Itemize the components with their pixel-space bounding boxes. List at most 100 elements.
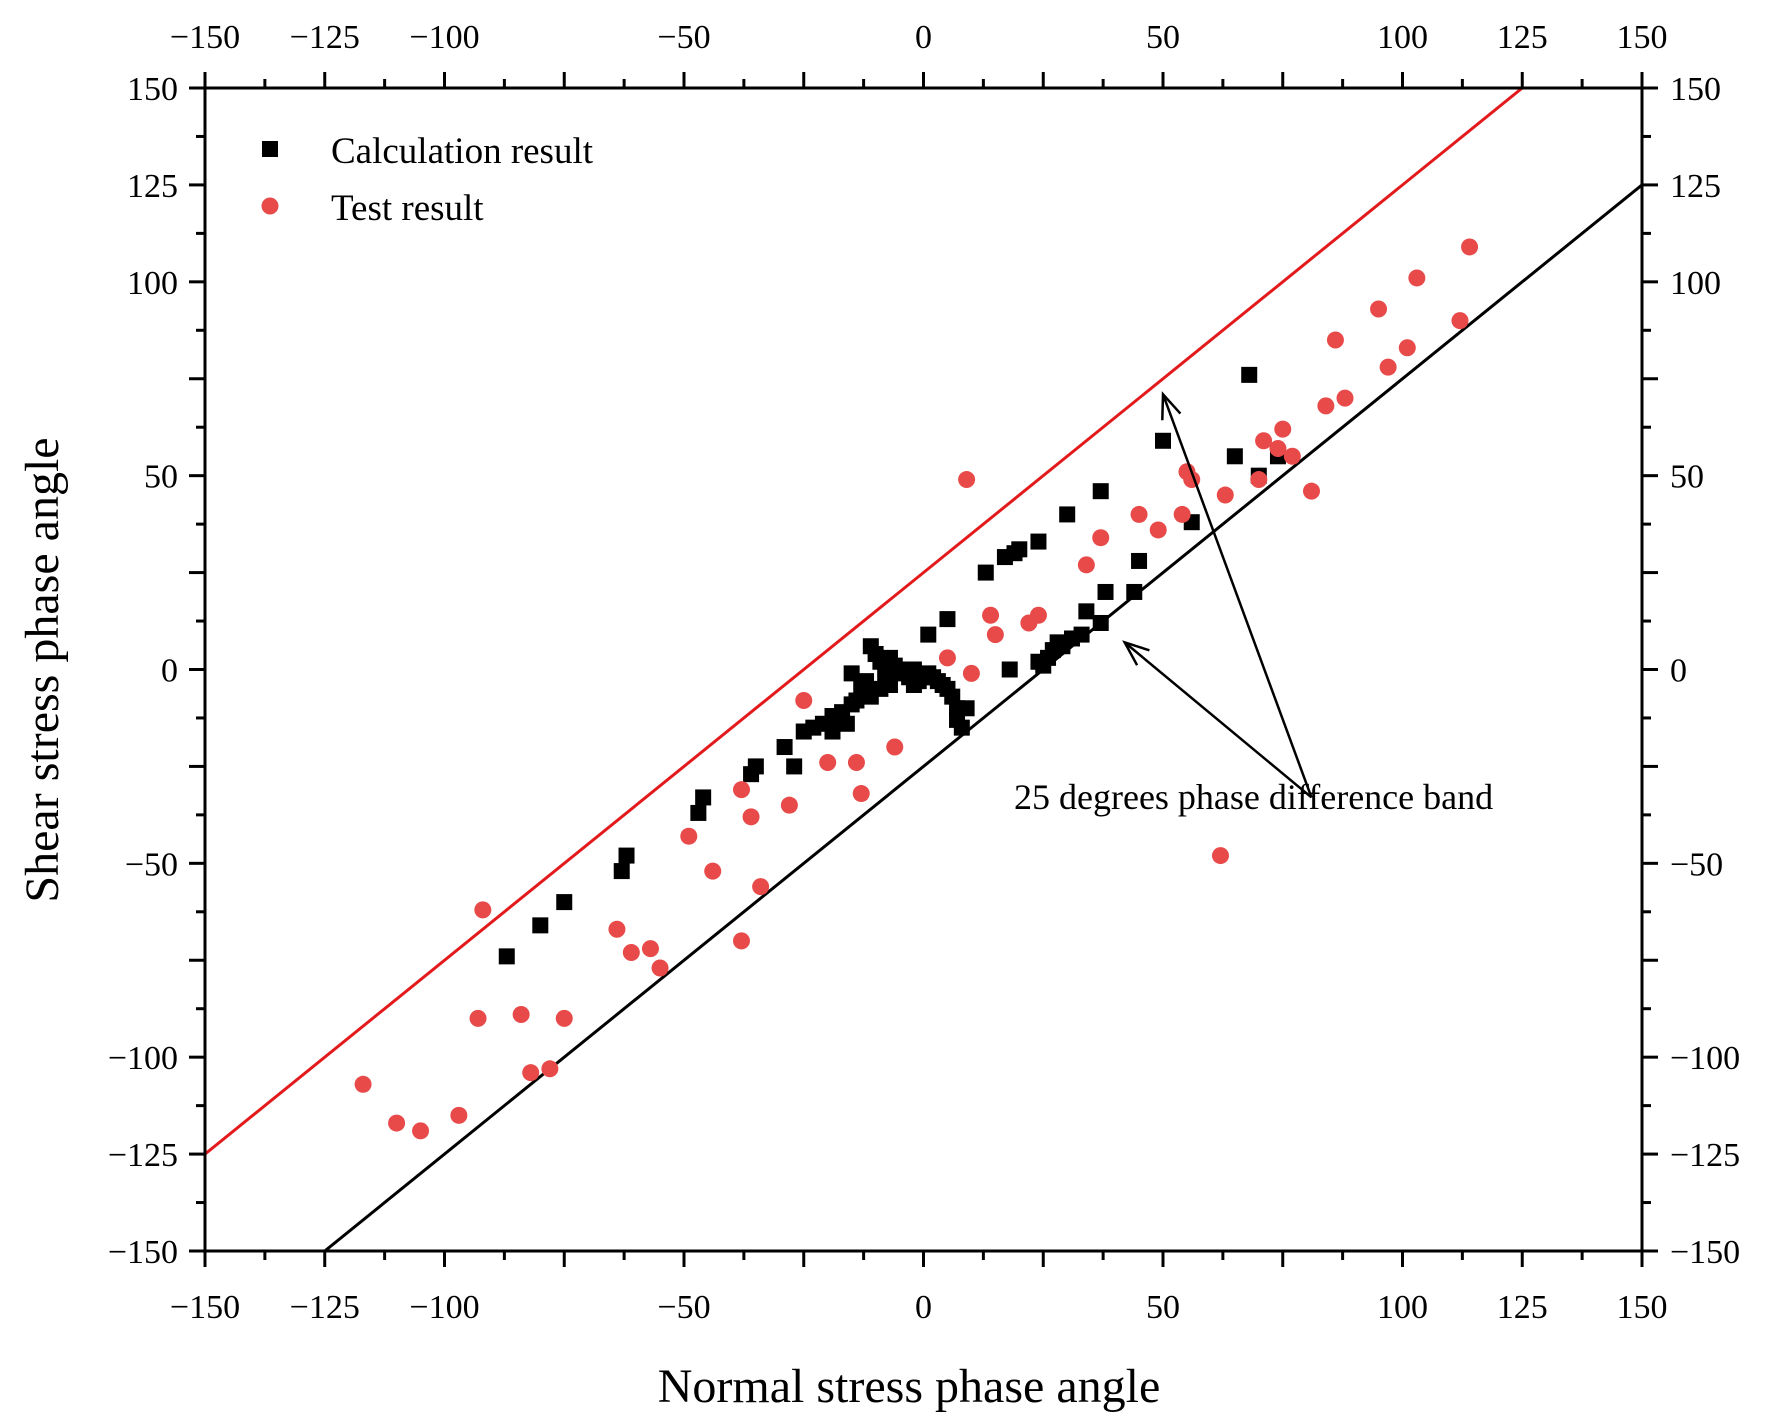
test-point: [795, 692, 813, 710]
x-tick-label-bottom: −125: [290, 1289, 360, 1326]
test-point: [651, 959, 669, 977]
calculation-point: [556, 894, 573, 911]
test-point: [742, 808, 760, 826]
test-point: [1250, 471, 1268, 489]
test-point: [1317, 397, 1335, 415]
calculation-point: [786, 758, 803, 775]
x-tick-label-top: 50: [1146, 19, 1180, 56]
test-point: [847, 754, 865, 772]
test-point: [1408, 269, 1426, 287]
test-point: [732, 781, 750, 799]
y-tick-label-left: −150: [108, 1234, 178, 1271]
x-tick-label-bottom: −50: [657, 1289, 710, 1326]
calculation-point: [532, 917, 549, 934]
annotation-arrow-line-1: [1161, 393, 1313, 798]
annotation-text: 25 degrees phase difference band: [1014, 777, 1493, 817]
calculation-point: [1126, 583, 1143, 600]
y-tick-label-left: −50: [125, 846, 178, 883]
calculation-point: [953, 719, 970, 736]
x-tick-label-top: 150: [1617, 19, 1668, 56]
legend-label-calculation: Calculation result: [331, 131, 594, 172]
test-point: [1370, 300, 1388, 318]
test-point: [412, 1122, 430, 1140]
test-point: [1451, 312, 1469, 330]
x-tick-label-bottom: 50: [1146, 1289, 1180, 1326]
calculation-point: [838, 715, 855, 732]
x-tick-label-top: −50: [657, 19, 710, 56]
y-tick-label-right: −125: [1670, 1137, 1740, 1174]
test-point: [555, 1009, 573, 1027]
test-point: [1326, 331, 1344, 349]
y-tick-label-left: 100: [127, 265, 178, 302]
calculation-point: [1241, 366, 1258, 383]
test-point: [780, 796, 798, 814]
annotation-arrow-head-2: [1122, 640, 1150, 666]
test-point: [608, 920, 626, 938]
reference-line-2: [323, 183, 1642, 1251]
x-tick-label-top: −125: [290, 19, 360, 56]
test-point: [1274, 420, 1292, 438]
test-point: [752, 878, 770, 896]
calculation-result-points: [498, 366, 1286, 965]
test-point: [1461, 238, 1479, 256]
calculation-point: [1097, 583, 1114, 600]
test-point: [704, 862, 722, 880]
y-tick-label-right: 150: [1670, 71, 1721, 108]
calculation-point: [1092, 614, 1109, 631]
calculation-point: [498, 948, 515, 965]
x-axis-title: Normal stress phase angle: [658, 1360, 1161, 1413]
y-axis-title: Shear stress phase angle: [16, 437, 69, 902]
calculation-point: [613, 863, 630, 880]
test-point: [1092, 529, 1110, 547]
y-tick-label-left: −100: [108, 1040, 178, 1077]
test-point: [512, 1006, 530, 1024]
test-point: [958, 471, 976, 489]
phase-band-annotation: 25 degrees phase difference band: [1014, 391, 1493, 817]
test-point: [1130, 505, 1148, 523]
x-tick-label-top: 100: [1377, 19, 1428, 56]
x-tick-label-top: 125: [1497, 19, 1548, 56]
test-point: [1336, 389, 1354, 407]
test-point: [852, 785, 870, 803]
test-point: [962, 664, 980, 682]
x-tick-label-bottom: 125: [1497, 1289, 1548, 1326]
calculation-point: [843, 665, 860, 682]
test-point: [450, 1106, 468, 1124]
test-point: [886, 738, 904, 756]
calculation-point: [858, 673, 875, 690]
x-tick-label-bottom: 100: [1377, 1289, 1428, 1326]
test-point: [1077, 556, 1095, 574]
axis-tick-labels: −150 −150 −125 −125 −100 −100 −50 −50 0 0 50 50 100 1…: [108, 19, 1740, 1326]
calculation-point: [1073, 626, 1090, 643]
test-point: [522, 1064, 540, 1082]
calculation-point: [1078, 603, 1095, 620]
test-point: [641, 940, 659, 958]
calculation-point: [1011, 541, 1028, 558]
y-tick-label-right: 100: [1670, 265, 1721, 302]
x-tick-label-bottom: 0: [915, 1289, 932, 1326]
y-tick-label-left: −125: [108, 1137, 178, 1174]
x-tick-label-top: −150: [170, 19, 240, 56]
test-point: [541, 1060, 559, 1078]
calculation-point: [1059, 506, 1076, 523]
calculation-point: [1155, 432, 1171, 449]
y-tick-label-right: 125: [1670, 168, 1721, 205]
test-point: [469, 1009, 487, 1027]
test-point: [1398, 339, 1416, 357]
calculation-point: [1001, 661, 1018, 678]
test-point: [1149, 521, 1167, 539]
test-point: [1211, 847, 1229, 865]
calculation-point: [824, 723, 841, 740]
legend: Calculation result Test result: [261, 131, 594, 229]
test-point: [354, 1075, 372, 1093]
reference-line-1: [205, 88, 1524, 1156]
calculation-point: [920, 626, 937, 643]
calculation-point: [776, 739, 793, 756]
x-tick-label-bottom: −150: [170, 1289, 240, 1326]
x-tick-label-top: 0: [915, 19, 932, 56]
calculation-point: [939, 611, 956, 628]
test-point: [1379, 358, 1397, 376]
axis-ticks: [189, 72, 1658, 1267]
test-point: [1173, 505, 1191, 523]
